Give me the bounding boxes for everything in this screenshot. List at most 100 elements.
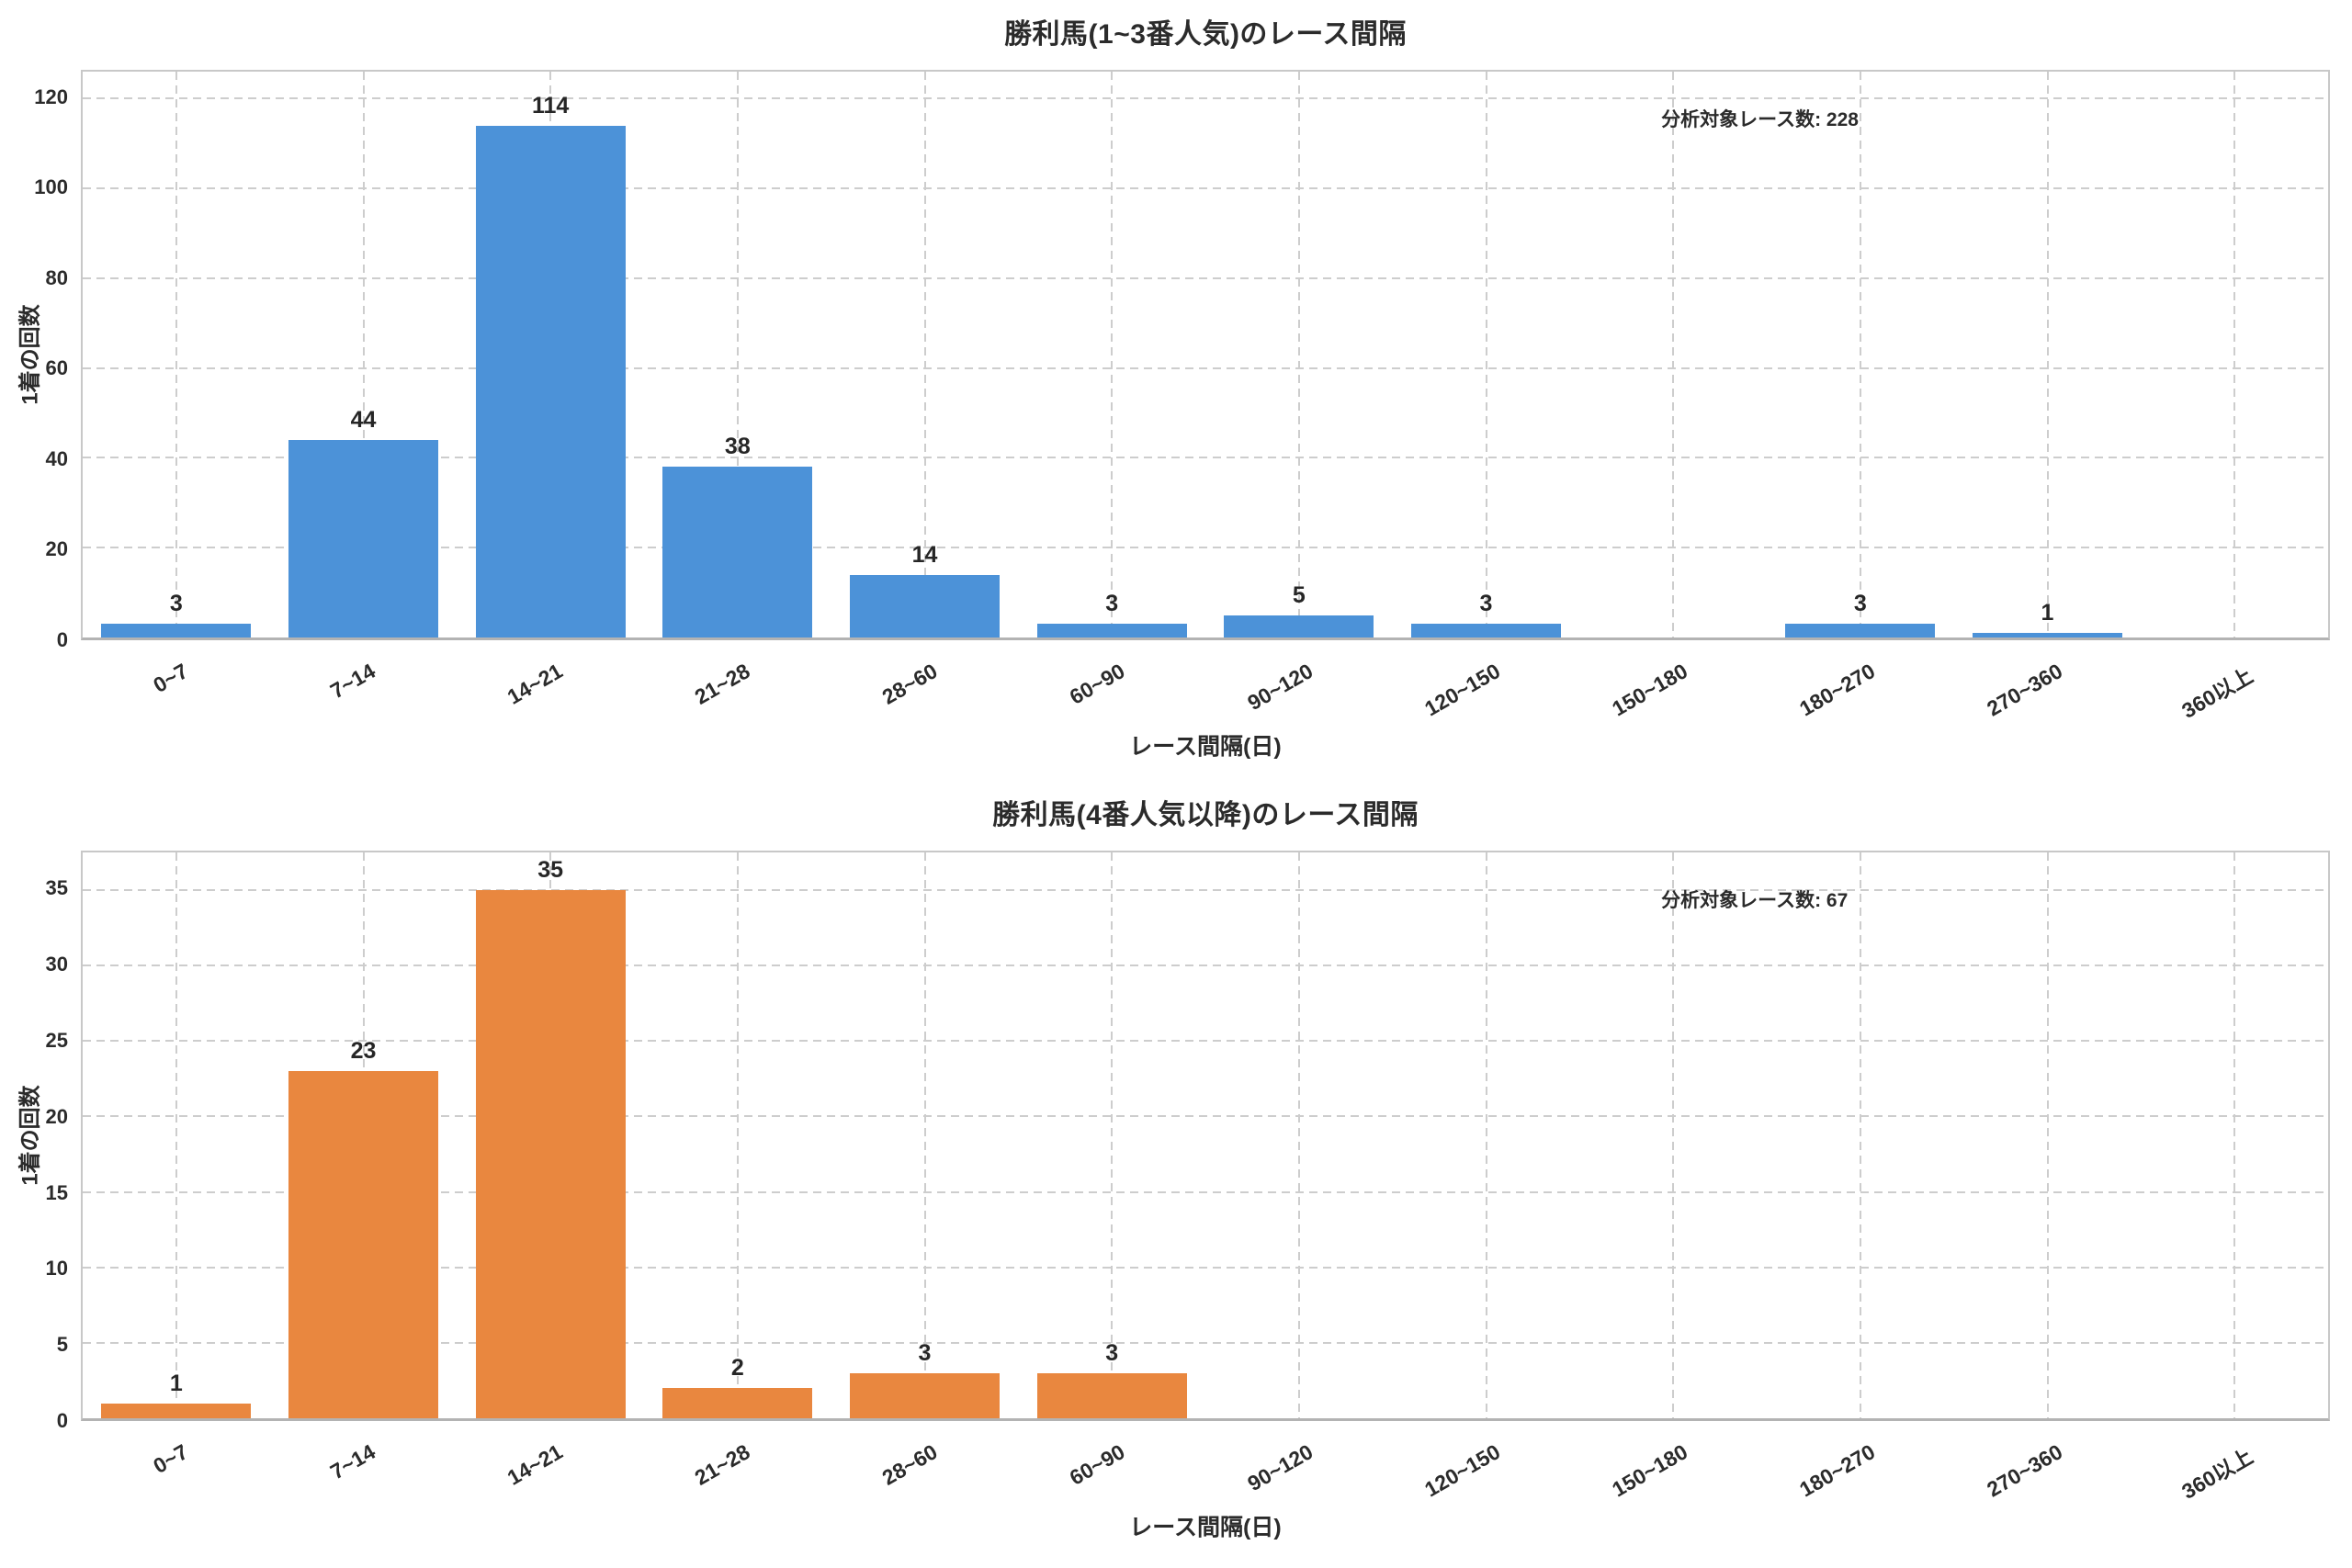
race-count-annotation: 分析対象レース数: 67 xyxy=(1661,890,1849,911)
v-gridline xyxy=(175,852,177,1418)
bar xyxy=(1224,615,1374,637)
bar-value-label: 35 xyxy=(537,857,564,884)
bar xyxy=(1785,624,1936,637)
v-gridline xyxy=(1297,852,1300,1418)
x-tick-text: 360以上 xyxy=(2177,1444,2256,1504)
bar xyxy=(662,467,813,637)
x-tick-text: 360以上 xyxy=(2177,663,2256,723)
bar-value-label: 5 xyxy=(1292,581,1306,608)
bar-value-label: 14 xyxy=(911,541,938,568)
h-gridline xyxy=(83,457,2328,459)
x-tick-text: 180~270 xyxy=(1794,1439,1879,1502)
bar-value-label: 3 xyxy=(1479,591,1493,617)
x-tick-text: 7~14 xyxy=(326,1439,379,1484)
v-gridline xyxy=(2233,72,2236,637)
v-gridline xyxy=(1859,72,1861,637)
x-tick-text: 150~180 xyxy=(1607,1439,1691,1502)
bar xyxy=(1036,624,1187,637)
bar xyxy=(101,1403,252,1418)
bar-value-label: 3 xyxy=(1105,1339,1119,1366)
bar xyxy=(288,1071,438,1418)
y-tick-label: 80 xyxy=(45,265,68,289)
y-axis-ticks: 0 20 40 60 80 100 120 xyxy=(0,70,68,651)
y-tick-label: 0 xyxy=(56,1409,68,1432)
h-gridline xyxy=(83,187,2328,190)
x-tick-text: 120~150 xyxy=(1419,659,1504,721)
v-gridline xyxy=(1672,852,1675,1418)
x-tick-text: 90~120 xyxy=(1242,659,1317,716)
race-count-annotation: 分析対象レース数: 228 xyxy=(1661,109,1859,130)
y-tick-label: 15 xyxy=(45,1180,68,1204)
v-gridline xyxy=(1485,72,1487,637)
x-tick-text: 28~60 xyxy=(878,659,942,709)
v-gridline xyxy=(2046,72,2049,637)
y-tick-label: 40 xyxy=(45,446,68,470)
v-gridline xyxy=(1111,72,1114,637)
x-tick-text: 0~7 xyxy=(149,659,192,698)
bar-value-label: 3 xyxy=(1105,591,1119,617)
bar xyxy=(1973,633,2122,637)
bar-value-label: 1 xyxy=(169,1370,183,1396)
v-gridline xyxy=(923,852,926,1418)
chart-favorites-1-3: 勝利馬(1~3番人気)のレース間隔 1着の回数 0 20 40 60 80 100 120 … xyxy=(0,19,2330,760)
y-axis-ticks: 0 5 10 15 20 25 30 35 xyxy=(0,851,68,1432)
v-gridline xyxy=(2046,852,2049,1418)
v-gridline xyxy=(2233,852,2236,1418)
v-gridline xyxy=(923,72,926,637)
h-gridline xyxy=(83,276,2328,279)
y-tick-label: 120 xyxy=(34,85,68,108)
bar xyxy=(850,574,1000,637)
bar xyxy=(101,624,252,637)
x-tick-text: 0~7 xyxy=(149,1439,192,1479)
h-gridline xyxy=(83,1341,2328,1344)
v-gridline xyxy=(736,852,739,1418)
y-tick-label: 100 xyxy=(34,175,68,199)
x-tick-text: 21~28 xyxy=(691,659,754,709)
bar-value-label: 3 xyxy=(1853,591,1867,617)
x-tick-text: 28~60 xyxy=(878,1439,942,1490)
y-tick-label: 0 xyxy=(56,628,68,651)
v-gridline xyxy=(362,72,365,637)
bar xyxy=(850,1372,1000,1418)
x-tick-text: 21~28 xyxy=(691,1439,754,1490)
bar xyxy=(1411,624,1561,637)
bar-value-label: 23 xyxy=(350,1038,377,1065)
h-gridline xyxy=(83,97,2328,100)
x-tick-text: 90~120 xyxy=(1242,1439,1317,1496)
x-tick-text: 150~180 xyxy=(1607,659,1691,721)
x-tick-text: 180~270 xyxy=(1794,659,1879,721)
h-gridline xyxy=(83,547,2328,549)
x-tick-text: 270~360 xyxy=(1982,659,2066,721)
x-tick-text: 270~360 xyxy=(1982,1439,2066,1502)
bar xyxy=(475,890,626,1418)
bar-value-label: 3 xyxy=(169,591,183,617)
y-tick-label: 20 xyxy=(45,537,68,561)
bar xyxy=(662,1388,813,1418)
x-tick-text: 120~150 xyxy=(1419,1439,1504,1502)
x-tick-text: 14~21 xyxy=(503,659,567,709)
plot-area: 分析対象レース数: 67 1 23 35 2 3 3 xyxy=(81,851,2330,1421)
x-tick-text: 14~21 xyxy=(503,1439,567,1490)
x-tick-text: 60~90 xyxy=(1066,659,1129,709)
y-tick-label: 60 xyxy=(45,356,68,380)
h-gridline xyxy=(83,1040,2328,1043)
h-gridline xyxy=(83,1190,2328,1193)
h-gridline xyxy=(83,1266,2328,1269)
y-tick-label: 35 xyxy=(45,876,68,900)
chart-title: 勝利馬(4番人気以降)のレース間隔 xyxy=(992,800,1419,830)
v-gridline xyxy=(1111,852,1114,1418)
v-gridline xyxy=(1297,72,1300,637)
bar-value-label: 38 xyxy=(724,434,751,460)
bar xyxy=(1036,1372,1187,1418)
chart-favorites-4-plus: 勝利馬(4番人気以降)のレース間隔 1着の回数 0 5 10 15 20 25 30 35 分… xyxy=(0,781,2352,1564)
h-gridline xyxy=(83,367,2328,369)
x-tick-text: 60~90 xyxy=(1066,1439,1129,1490)
bar xyxy=(288,439,438,637)
bar-value-label: 44 xyxy=(350,406,377,433)
y-tick-label: 20 xyxy=(45,1104,68,1128)
v-gridline xyxy=(1859,852,1861,1418)
y-tick-label: 25 xyxy=(45,1028,68,1052)
v-gridline xyxy=(1672,72,1675,637)
x-axis-label: レース間隔(日) xyxy=(1129,1515,1282,1540)
